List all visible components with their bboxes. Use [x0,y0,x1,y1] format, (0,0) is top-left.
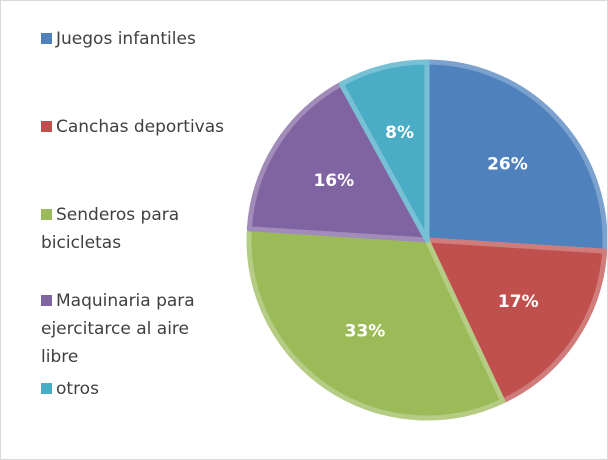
legend-item: Senderos para bicicletas [41,201,226,257]
legend-label: Canchas deportivas [56,117,225,137]
legend-item: Maquinaria para ejercitarce al aire libr… [41,287,226,371]
data-label: 8% [385,123,414,143]
legend-item: Canchas deportivas [41,113,226,141]
pie-slice [246,81,430,243]
data-label: 33% [345,321,386,341]
legend-item: Juegos infantiles [41,25,226,53]
pie-slice [338,59,430,243]
data-label: 26% [487,154,528,174]
legend-item: otros [41,375,226,403]
legend-label: Maquinaria para ejercitarce al aire libr… [41,291,195,367]
legend-label: Senderos para bicicletas [41,205,180,253]
legend-label: Juegos infantiles [56,29,196,49]
legend-key [41,383,52,394]
pie-slice [424,59,607,254]
pie-slice [246,226,506,421]
legend-key [41,121,52,132]
legend-key [41,209,52,220]
legend-label: otros [56,379,99,399]
pie-slice [424,237,607,404]
data-label: 16% [313,171,354,191]
data-label: 17% [498,292,539,312]
legend-key [41,33,52,44]
legend-key [41,295,52,306]
